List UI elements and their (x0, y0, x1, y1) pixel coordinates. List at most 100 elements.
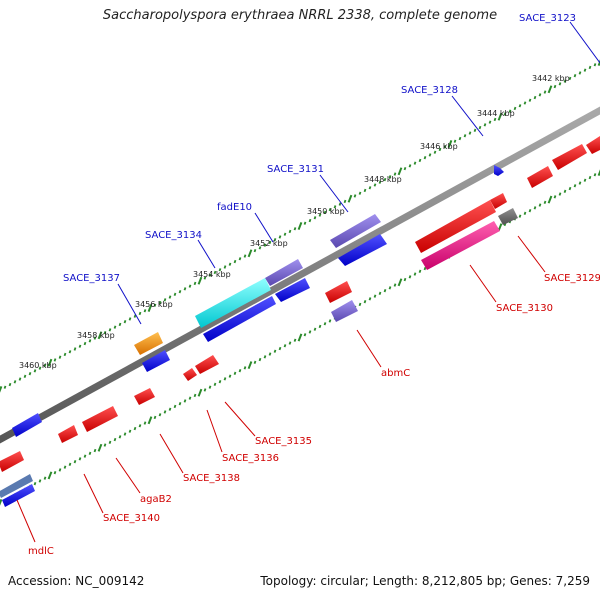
minor-tick (303, 333, 307, 337)
minor-tick (558, 192, 562, 196)
gene-sace3129-b[interactable] (498, 208, 518, 225)
gene-sace3137-lower[interactable] (142, 350, 170, 372)
minor-tick (138, 311, 142, 316)
gene-sace3131-lower[interactable] (338, 234, 387, 266)
minor-tick (283, 232, 287, 236)
minor-tick (403, 166, 407, 171)
minor-tick (428, 153, 432, 157)
gene-agab2[interactable] (82, 406, 118, 432)
gene-far-right-2[interactable] (552, 144, 587, 170)
gene-label-sace3138[interactable]: SACE_3138 (183, 473, 240, 484)
gene-mdlc-lower[interactable] (2, 484, 35, 507)
gene-sace3134[interactable] (195, 278, 271, 328)
gene-label-abmc[interactable]: abmC (381, 368, 410, 379)
minor-tick (183, 287, 187, 291)
minor-tick (203, 388, 207, 392)
minor-tick (8, 382, 12, 387)
minor-tick (593, 173, 597, 177)
major-tick (147, 304, 153, 312)
minor-tick (263, 243, 267, 247)
minor-tick (163, 298, 167, 302)
gene-label-sace3134[interactable]: SACE_3134 (145, 230, 202, 241)
minor-tick (513, 106, 517, 111)
gene-label-sace3123[interactable]: SACE_3123 (519, 13, 576, 24)
leader-fade10 (254, 212, 274, 243)
minor-tick (78, 344, 82, 348)
major-tick (497, 112, 503, 121)
minor-tick (38, 366, 42, 370)
gene-label-sace3137[interactable]: SACE_3137 (63, 273, 120, 284)
minor-tick (108, 328, 112, 332)
minor-tick (193, 393, 197, 398)
minor-tick (563, 189, 567, 194)
major-tick (597, 169, 600, 176)
minor-tick (238, 368, 242, 373)
kbp-label: 3452 kbp (250, 239, 288, 248)
accession-text: Accession: NC_009142 (8, 574, 145, 588)
gene-fade10-lower[interactable] (275, 278, 310, 302)
gene-label-sace3128[interactable]: SACE_3128 (401, 85, 458, 96)
kbp-label: 3458 kbp (77, 331, 115, 340)
gene-label-sace3135[interactable]: SACE_3135 (255, 436, 312, 447)
gene-abmc-b[interactable] (331, 300, 358, 322)
minor-tick (528, 98, 532, 102)
minor-tick (88, 451, 92, 456)
major-tick (347, 194, 353, 203)
minor-tick (123, 432, 127, 436)
gene-sace3140[interactable] (58, 425, 78, 443)
gene-sace3136[interactable] (183, 368, 197, 381)
gene-label-sace3136[interactable]: SACE_3136 (222, 453, 279, 464)
gene-far-right-3[interactable] (527, 166, 553, 188)
gene-label-sace3130[interactable]: SACE_3130 (496, 303, 553, 314)
gene-sace3130-pink[interactable] (421, 221, 500, 270)
minor-tick (263, 355, 267, 359)
minor-tick (378, 291, 382, 296)
minor-tick (43, 363, 47, 368)
minor-tick (93, 448, 97, 453)
gene-sace3129-a[interactable] (490, 193, 507, 209)
gene-fade10[interactable] (265, 259, 303, 286)
minor-tick (173, 292, 177, 297)
minor-tick (128, 429, 132, 433)
major-tick (97, 443, 103, 452)
minor-tick (358, 302, 362, 307)
gene-label-sace3140[interactable]: SACE_3140 (103, 513, 160, 524)
minor-tick (238, 257, 242, 261)
minor-tick (403, 277, 407, 282)
minor-tick (243, 254, 247, 258)
gene-label-mdlc[interactable]: mdlC (28, 546, 54, 557)
gene-sace3134-lower[interactable] (203, 296, 276, 342)
minor-tick (323, 322, 327, 326)
gene-sace3135[interactable] (195, 355, 219, 374)
major-tick (547, 85, 553, 94)
gene-far-right-1[interactable] (586, 136, 600, 154)
minor-tick (393, 172, 397, 176)
major-tick (447, 140, 453, 148)
minor-tick (563, 79, 567, 83)
minor-tick (208, 385, 212, 389)
gene-label-sace3129[interactable]: SACE_3129 (544, 273, 600, 284)
major-tick (147, 416, 153, 425)
gene-sace3137[interactable] (134, 332, 163, 355)
minor-tick (178, 401, 182, 406)
minor-tick (383, 177, 387, 182)
minor-tick (168, 407, 172, 411)
gene-label-agab2[interactable]: agaB2 (140, 494, 172, 505)
gene-left-blue[interactable] (12, 413, 42, 437)
gene-mdlc-red[interactable] (0, 451, 24, 472)
minor-tick (518, 104, 522, 108)
minor-tick (228, 262, 232, 266)
gene-abmc-a[interactable] (325, 281, 352, 303)
gene-sace3131-upper[interactable] (330, 214, 381, 248)
minor-tick (68, 350, 72, 354)
minor-tick (83, 454, 87, 458)
gene-label-fade10[interactable]: fadE10 (217, 202, 252, 213)
minor-tick (118, 322, 122, 327)
gene-sace3128[interactable] (494, 165, 504, 176)
gene-label-sace3131[interactable]: SACE_3131 (267, 164, 324, 175)
minor-tick (413, 272, 417, 276)
gene-sace3130[interactable] (415, 200, 496, 253)
gene-mdlc-upper[interactable] (0, 474, 33, 498)
gene-sace3138[interactable] (134, 388, 155, 405)
leader-sace3134 (197, 239, 216, 269)
